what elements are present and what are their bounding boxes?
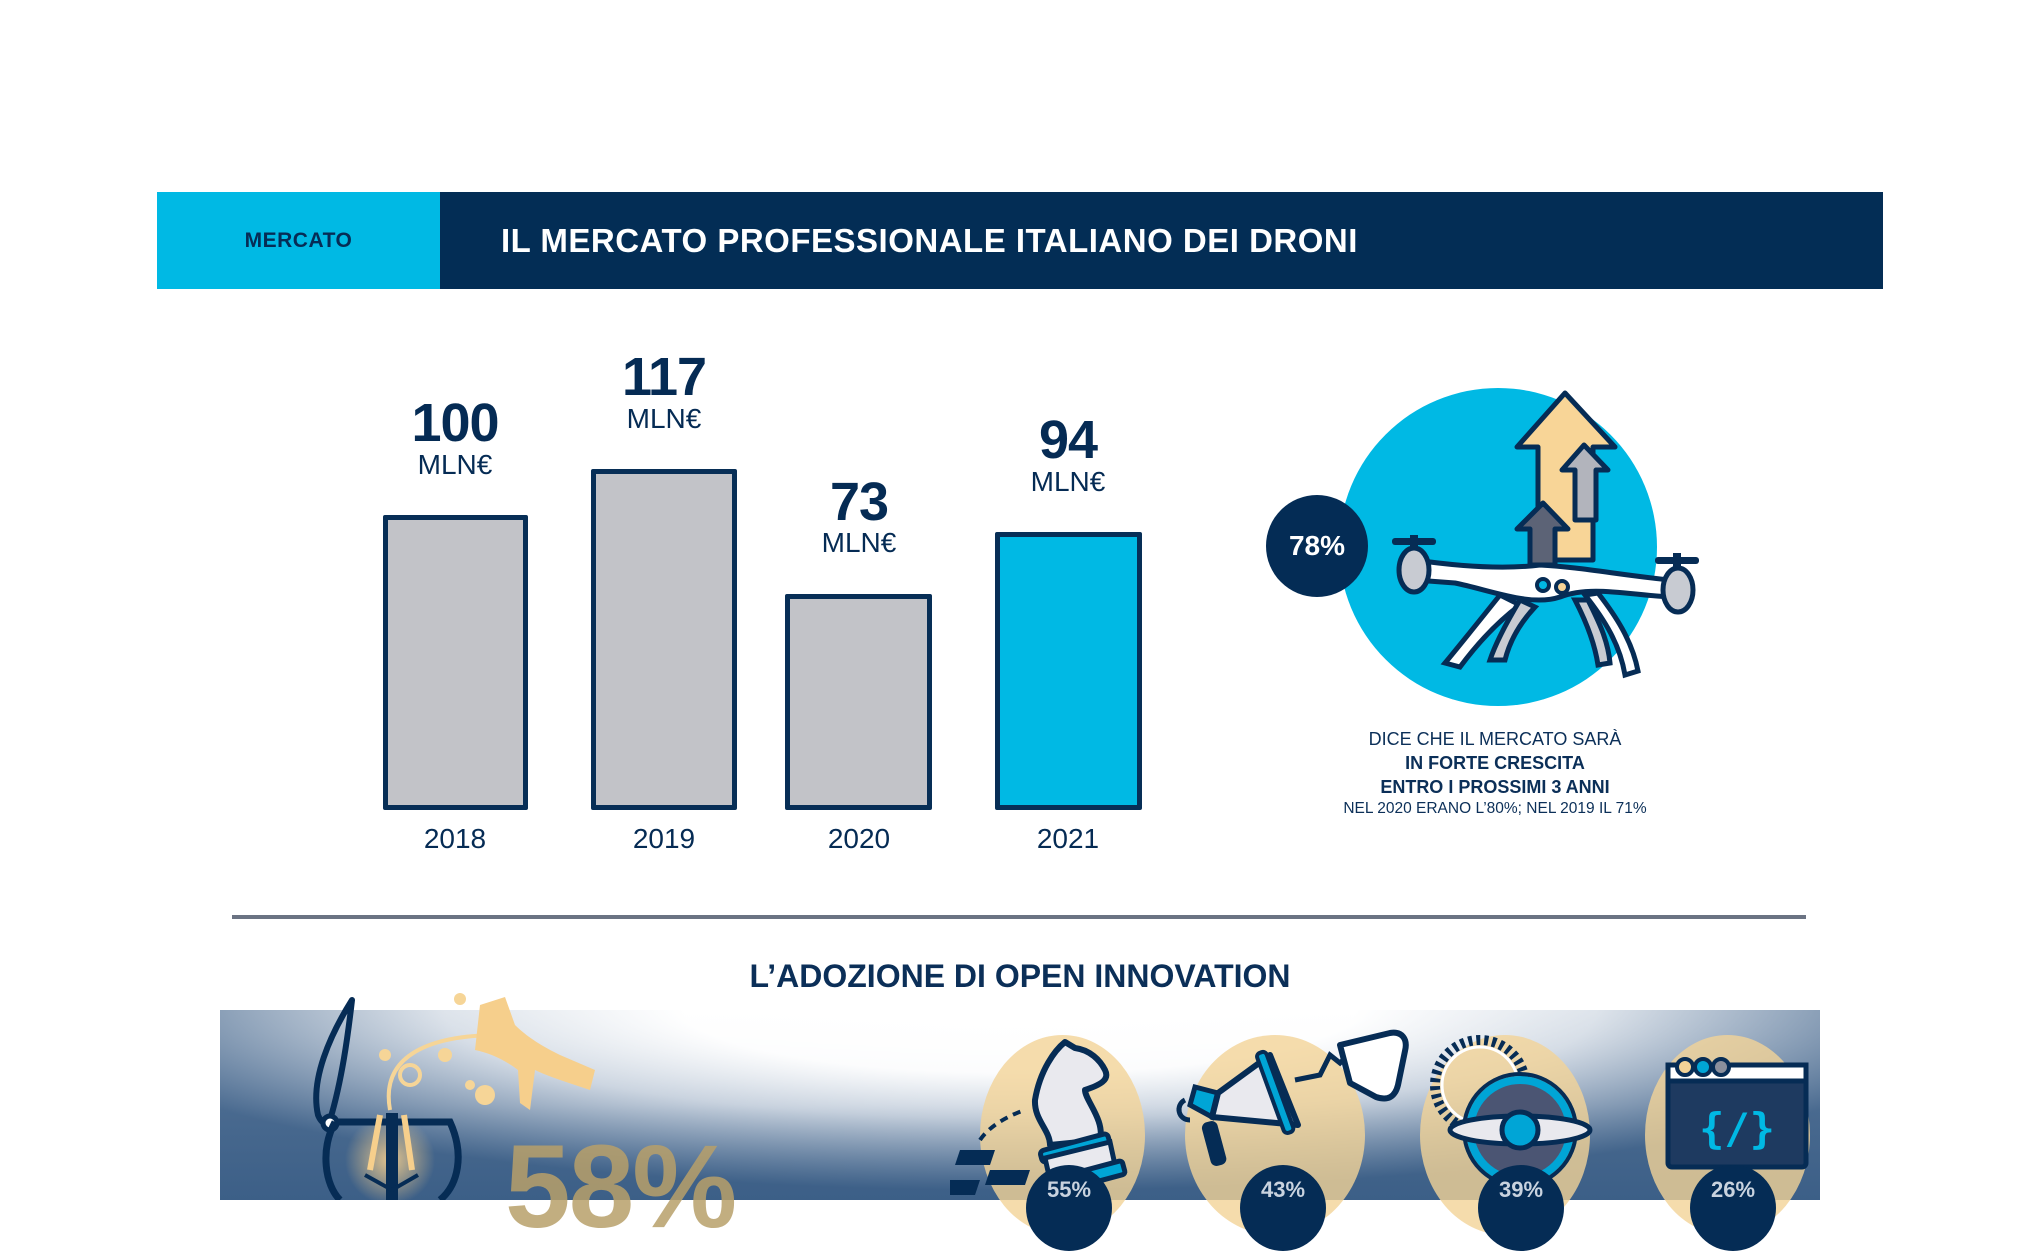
megaphone-icon <box>1176 1029 1409 1166</box>
section-divider <box>232 915 1806 919</box>
section-tag: MERCATO <box>244 228 353 252</box>
year-label-2018: 2018 <box>423 823 487 854</box>
forecast-caption-line2: IN FORTE CRESCITA <box>1405 753 1585 773</box>
gear-percentage-badge: 39% <box>1478 1165 1564 1251</box>
bar-2021 <box>995 532 1142 810</box>
bar-value-2018: 100 <box>411 393 499 453</box>
svg-text:{/}: {/} <box>1699 1104 1775 1153</box>
drone-with-up-arrows-icon <box>1392 390 1699 679</box>
header-title-block <box>440 192 1883 289</box>
header-tag-block <box>157 192 440 289</box>
forecast-caption-note: NEL 2020 ERANO L’80%; NEL 2019 IL 71% <box>1343 800 1647 817</box>
bar-unit-2018: MLN€ <box>417 449 493 480</box>
bar-2018 <box>383 515 528 810</box>
code-window-icon: {/} <box>1665 1057 1809 1170</box>
bar-unit-2021: MLN€ <box>1030 466 1106 497</box>
main-innovation-percentage: 58% <box>505 1121 737 1253</box>
code-percentage-badge: 26% <box>1690 1165 1776 1251</box>
gear-propeller-icon <box>1430 1035 1593 1180</box>
bar-2019 <box>591 469 737 810</box>
year-label-2019: 2019 <box>632 823 696 854</box>
year-label-2021: 2021 <box>1036 823 1100 854</box>
forecast-caption-line3: ENTRO I PROSSIMI 3 ANNI <box>1380 777 1610 797</box>
scissors-lightbulb-drone-icon <box>313 993 595 1200</box>
bar-2020 <box>785 594 932 810</box>
forecast-percentage-badge: 78% <box>1266 495 1368 597</box>
bar-unit-2019: MLN€ <box>626 403 702 434</box>
forecast-caption-line1: DICE CHE IL MERCATO SARÀ <box>1368 729 1622 749</box>
section-subtitle: L’ADOZIONE DI OPEN INNOVATION <box>749 958 1291 994</box>
bar-value-2021: 94 <box>1038 410 1098 470</box>
page-title: IL MERCATO PROFESSIONALE ITALIANO DEI DR… <box>501 221 1358 259</box>
bar-value-2019: 117 <box>621 347 707 407</box>
megaphone-percentage-badge: 43% <box>1240 1165 1326 1251</box>
chess-percentage-badge: 55% <box>1026 1165 1112 1251</box>
year-label-2020: 2020 <box>827 823 891 854</box>
bar-value-2020: 73 <box>829 472 889 532</box>
bar-unit-2020: MLN€ <box>821 527 897 558</box>
